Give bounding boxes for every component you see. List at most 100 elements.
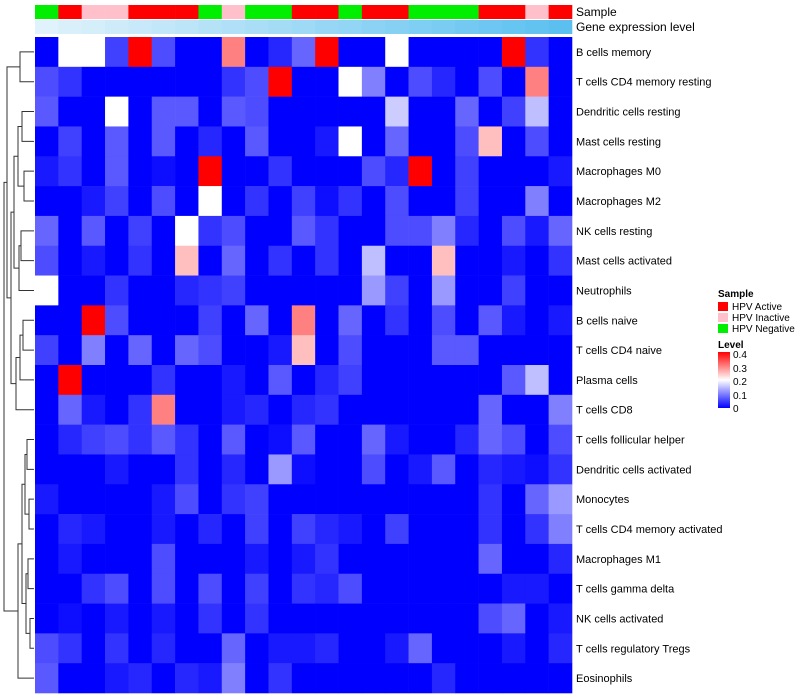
dendrogram-branch xyxy=(3,181,18,612)
heatmap-cell xyxy=(81,514,106,545)
heatmap-cell xyxy=(455,573,479,604)
heatmap-cell xyxy=(525,484,549,515)
heatmap-cell xyxy=(35,633,59,664)
heatmap-cell xyxy=(151,633,176,664)
heatmap-cell xyxy=(81,37,106,68)
heatmap-cell xyxy=(151,66,176,97)
heatmap-cell xyxy=(291,365,316,396)
heatmap-cell xyxy=(128,424,153,455)
heatmap-cell xyxy=(58,454,82,485)
heatmap-cell xyxy=(221,305,246,336)
heatmap-cell xyxy=(501,365,526,396)
heatmap-cell xyxy=(291,335,316,366)
row-label: Neutrophils xyxy=(576,285,632,297)
sample-annotation-cell xyxy=(385,5,409,19)
heatmap-cell xyxy=(221,215,246,247)
heatmap-cell xyxy=(338,37,363,68)
heatmap-cell xyxy=(35,514,59,545)
heatmap-cell xyxy=(128,126,153,157)
heatmap-cell xyxy=(245,156,269,187)
heatmap-cell xyxy=(198,454,223,485)
heatmap-cell xyxy=(478,66,503,97)
heatmap-cell xyxy=(198,215,223,247)
heatmap-cell xyxy=(525,186,549,217)
heatmap-cell xyxy=(221,633,246,664)
heatmap-cell xyxy=(105,394,129,425)
dendrogram-branch xyxy=(22,319,34,351)
heatmap-cell xyxy=(548,186,573,217)
heatmap-cell xyxy=(81,126,106,157)
heatmap-cell xyxy=(408,514,433,545)
annotation-label-expression: Gene expression level xyxy=(576,20,695,34)
heatmap-cell xyxy=(501,543,526,575)
dendrogram-branch xyxy=(23,170,34,202)
heatmap-cell xyxy=(151,365,176,396)
legend-swatch-hpv-inactive xyxy=(718,313,728,322)
heatmap-cell xyxy=(268,96,293,127)
legend-swatch-hpv-active xyxy=(718,302,728,311)
heatmap-cell xyxy=(315,424,339,455)
legend: Sample HPV Active HPV Inactive HPV Negat… xyxy=(718,289,795,415)
heatmap-cell xyxy=(525,633,549,664)
heatmap-cell xyxy=(128,394,153,425)
heatmap-cell xyxy=(501,96,526,127)
heatmap-cell xyxy=(245,454,269,485)
heatmap-cell xyxy=(245,245,269,276)
heatmap-cell xyxy=(431,96,456,127)
heatmap-cell xyxy=(35,37,59,68)
heatmap-cell xyxy=(338,573,363,604)
heatmap-cell xyxy=(221,365,246,396)
heatmap-cell xyxy=(478,543,503,575)
expression-annotation-cell xyxy=(175,20,199,34)
heatmap-cell xyxy=(128,305,153,336)
heatmap-cell xyxy=(291,96,316,127)
heatmap-cell xyxy=(361,156,386,187)
heatmap-cell xyxy=(315,365,339,396)
heatmap-cell xyxy=(268,186,293,217)
heatmap-cell xyxy=(408,186,433,217)
heatmap-cell xyxy=(35,66,59,97)
expression-annotation-cell xyxy=(291,20,316,34)
expression-annotation-cell xyxy=(268,20,293,34)
heatmap-cell xyxy=(128,96,153,127)
heatmap-cell xyxy=(35,603,59,634)
legend-level-colorbar xyxy=(718,352,730,408)
row-label: T cells CD4 memory activated xyxy=(576,524,723,536)
heatmap-cell xyxy=(105,365,129,396)
heatmap-cell xyxy=(501,454,526,485)
heatmap-cell xyxy=(128,186,153,217)
sample-annotation-cell xyxy=(221,5,246,19)
heatmap-cell xyxy=(291,633,316,664)
heatmap-cell xyxy=(361,37,386,68)
heatmap-cell xyxy=(361,454,386,485)
heatmap-cell xyxy=(525,215,549,247)
heatmap-cell xyxy=(245,514,269,545)
row-label: B cells naive xyxy=(576,315,638,327)
heatmap-cell xyxy=(35,186,59,217)
heatmap-cell xyxy=(408,96,433,127)
heatmap-cell xyxy=(128,365,153,396)
heatmap-cell xyxy=(548,663,573,694)
heatmap-cell xyxy=(525,543,549,575)
heatmap-cell xyxy=(478,484,503,515)
heatmap-cell xyxy=(501,424,526,455)
legend-level-title: Level xyxy=(718,340,744,351)
row-label: Mast cells resting xyxy=(576,136,661,148)
heatmap-cell xyxy=(35,96,59,127)
heatmap-cell xyxy=(455,335,479,366)
expression-annotation-cell xyxy=(221,20,246,34)
heatmap-cell xyxy=(385,275,409,306)
heatmap-cell xyxy=(315,66,339,97)
heatmap-cell xyxy=(338,543,363,575)
heatmap-cell xyxy=(105,543,129,575)
heatmap-cell xyxy=(221,394,246,425)
row-dendrogram xyxy=(3,51,34,679)
heatmap-cell xyxy=(525,424,549,455)
heatmap-cell xyxy=(105,484,129,515)
heatmap-cell xyxy=(81,275,106,306)
heatmap-cell xyxy=(455,633,479,664)
expression-annotation-cell xyxy=(478,20,503,34)
heatmap-cell xyxy=(455,454,479,485)
heatmap-cell xyxy=(315,126,339,157)
heatmap-cell xyxy=(175,484,199,515)
